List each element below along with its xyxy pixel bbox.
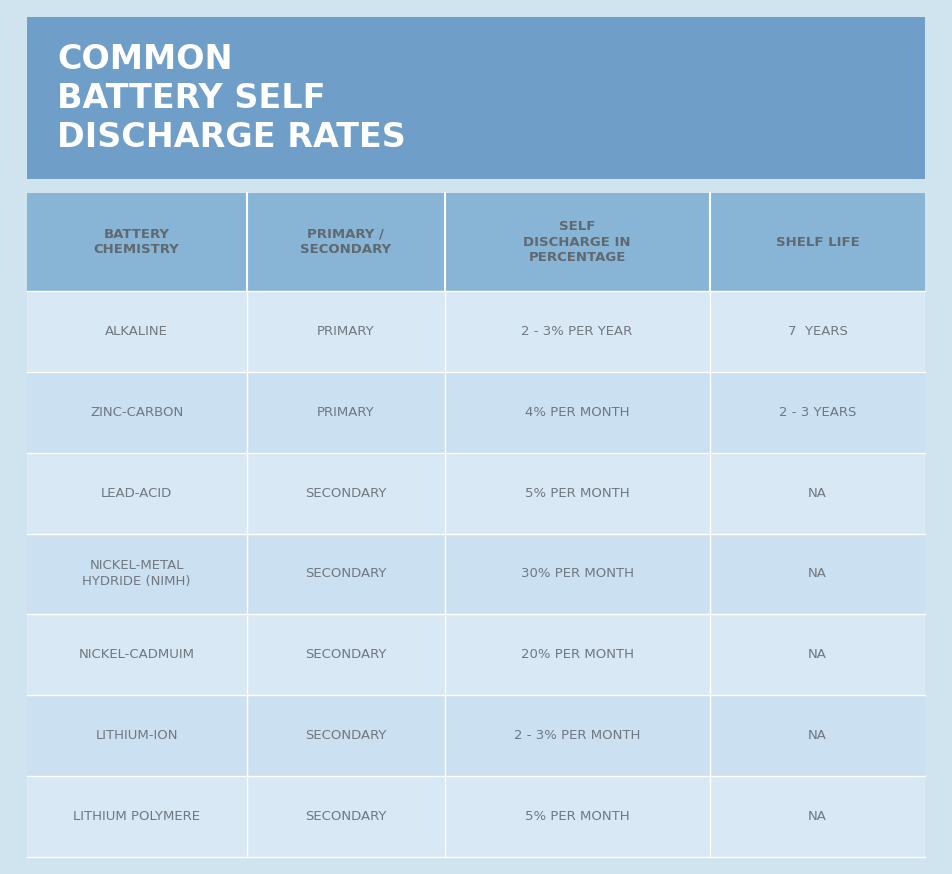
Text: NICKEL-CADMUIM: NICKEL-CADMUIM [79,649,195,661]
Bar [27,614,925,695]
Text: SELF
DISCHARGE IN
PERCENTAGE: SELF DISCHARGE IN PERCENTAGE [524,220,631,264]
Text: 30% PER MONTH: 30% PER MONTH [521,567,634,580]
Text: BATTERY
CHEMISTRY: BATTERY CHEMISTRY [94,228,180,256]
Text: 2 - 3% PER YEAR: 2 - 3% PER YEAR [522,325,633,338]
Text: SECONDARY: SECONDARY [305,809,387,822]
Text: NA: NA [808,809,827,822]
Text: 5% PER MONTH: 5% PER MONTH [525,809,629,822]
Text: SECONDARY: SECONDARY [305,649,387,661]
Text: PRIMARY: PRIMARY [317,325,374,338]
Text: 4% PER MONTH: 4% PER MONTH [525,406,629,419]
Text: SHELF LIFE: SHELF LIFE [776,236,860,249]
Bar [27,372,925,453]
Text: NA: NA [808,649,827,661]
Bar [27,17,925,179]
Text: PRIMARY: PRIMARY [317,406,374,419]
Text: ZINC-CARBON: ZINC-CARBON [90,406,184,419]
Text: NA: NA [808,567,827,580]
Bar [27,193,925,857]
Text: ALKALINE: ALKALINE [106,325,169,338]
Text: LITHIUM-ION: LITHIUM-ION [95,729,178,742]
Text: SECONDARY: SECONDARY [305,487,387,500]
Text: LEAD-ACID: LEAD-ACID [101,487,172,500]
Text: SECONDARY: SECONDARY [305,567,387,580]
Text: SECONDARY: SECONDARY [305,729,387,742]
Text: NA: NA [808,487,827,500]
Text: 20% PER MONTH: 20% PER MONTH [521,649,634,661]
Bar [27,291,925,372]
Bar [27,533,925,614]
Bar [27,695,925,776]
Text: PRIMARY /
SECONDARY: PRIMARY / SECONDARY [300,228,391,256]
Text: 5% PER MONTH: 5% PER MONTH [525,487,629,500]
Text: 7  YEARS: 7 YEARS [787,325,847,338]
Text: 2 - 3 YEARS: 2 - 3 YEARS [779,406,856,419]
Text: COMMON
BATTERY SELF
DISCHARGE RATES: COMMON BATTERY SELF DISCHARGE RATES [57,43,406,154]
Text: LITHIUM POLYMERE: LITHIUM POLYMERE [73,809,200,822]
Bar [27,776,925,857]
Text: NICKEL-METAL
HYDRIDE (NIMH): NICKEL-METAL HYDRIDE (NIMH) [83,559,191,588]
Text: NA: NA [808,729,827,742]
Text: 2 - 3% PER MONTH: 2 - 3% PER MONTH [514,729,641,742]
Bar [27,453,925,533]
Bar [27,193,925,291]
